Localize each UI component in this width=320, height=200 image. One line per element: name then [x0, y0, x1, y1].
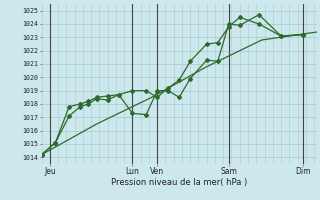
X-axis label: Pression niveau de la mer( hPa ): Pression niveau de la mer( hPa )	[111, 178, 247, 187]
